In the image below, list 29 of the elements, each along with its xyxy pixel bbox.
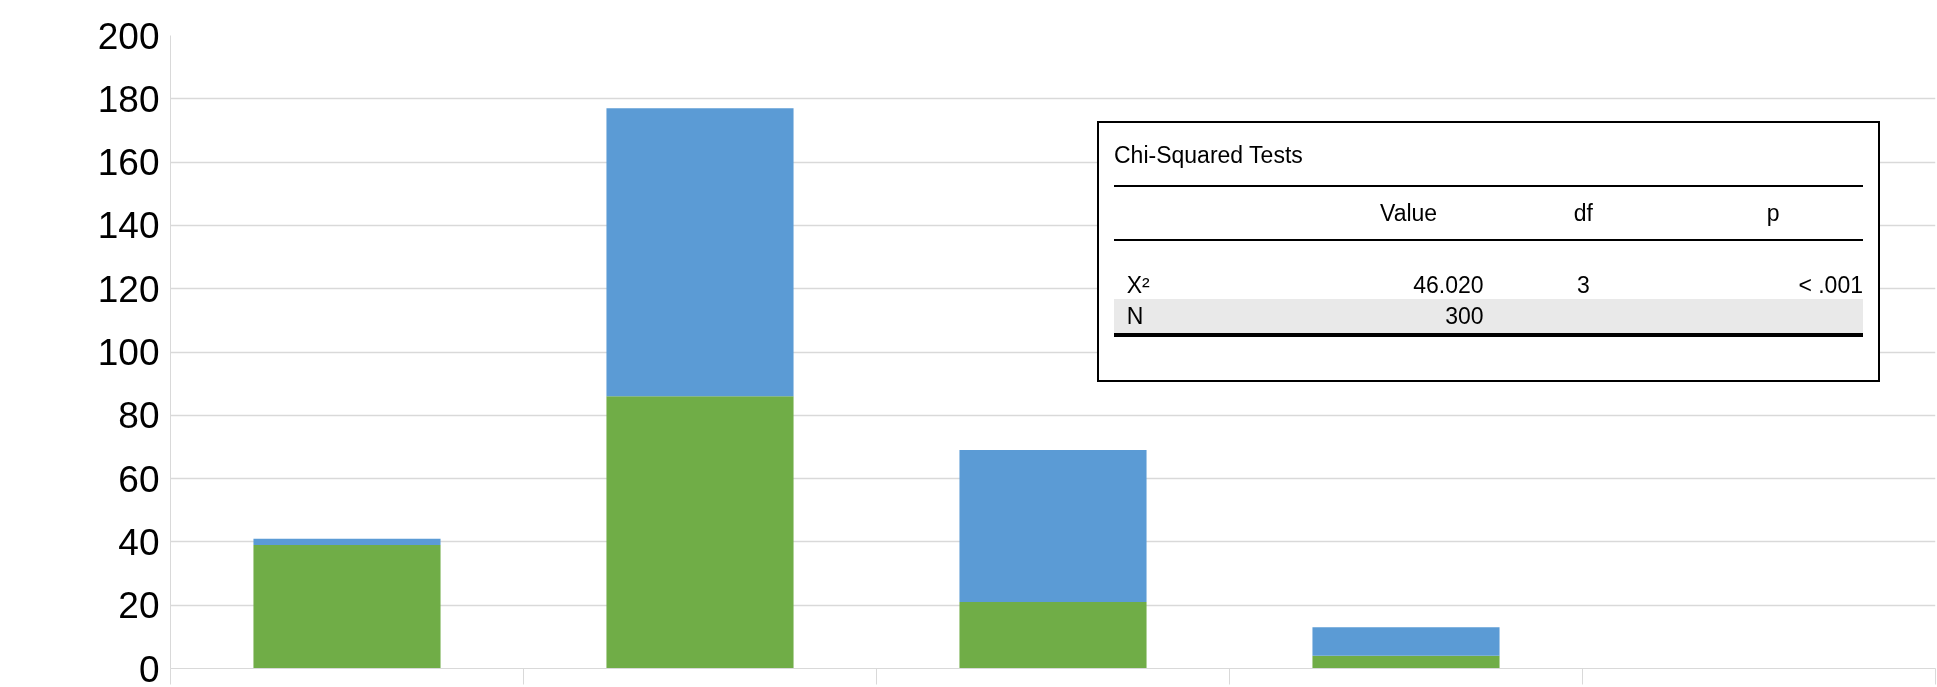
annotation: N — [1125, 301, 1145, 331]
y-tick-label: 160 — [97, 142, 160, 184]
bar — [606, 396, 794, 669]
bar — [1312, 627, 1500, 656]
y-tick-label: 200 — [97, 15, 160, 57]
bar — [959, 602, 1147, 669]
annotation: X² — [1125, 271, 1151, 299]
bar — [606, 108, 794, 397]
y-tick-label: 120 — [97, 268, 160, 310]
bar — [1312, 655, 1500, 669]
annotation: 3 — [1575, 271, 1591, 299]
y-tick-label: 180 — [97, 78, 160, 120]
annotation: Chi-Squared Tests — [1114, 131, 1863, 187]
y-tick-label: 60 — [118, 458, 160, 500]
bar — [959, 450, 1147, 603]
y-tick-label: 100 — [97, 332, 160, 373]
bar — [253, 545, 441, 669]
y-tick-label: 80 — [118, 395, 160, 437]
annotation: < .001 — [1797, 271, 1863, 299]
y-tick-label: 0 — [138, 648, 160, 687]
annotation: 46.020 — [1412, 271, 1484, 299]
annotation: df — [1572, 198, 1594, 228]
bar — [253, 538, 441, 546]
annotation: p — [1765, 198, 1781, 228]
y-tick-label: 140 — [97, 205, 160, 247]
annotation: 300 — [1444, 301, 1484, 331]
y-tick-label: 20 — [118, 585, 160, 627]
annotation: Value — [1379, 198, 1439, 228]
y-tick-label: 40 — [118, 521, 160, 563]
